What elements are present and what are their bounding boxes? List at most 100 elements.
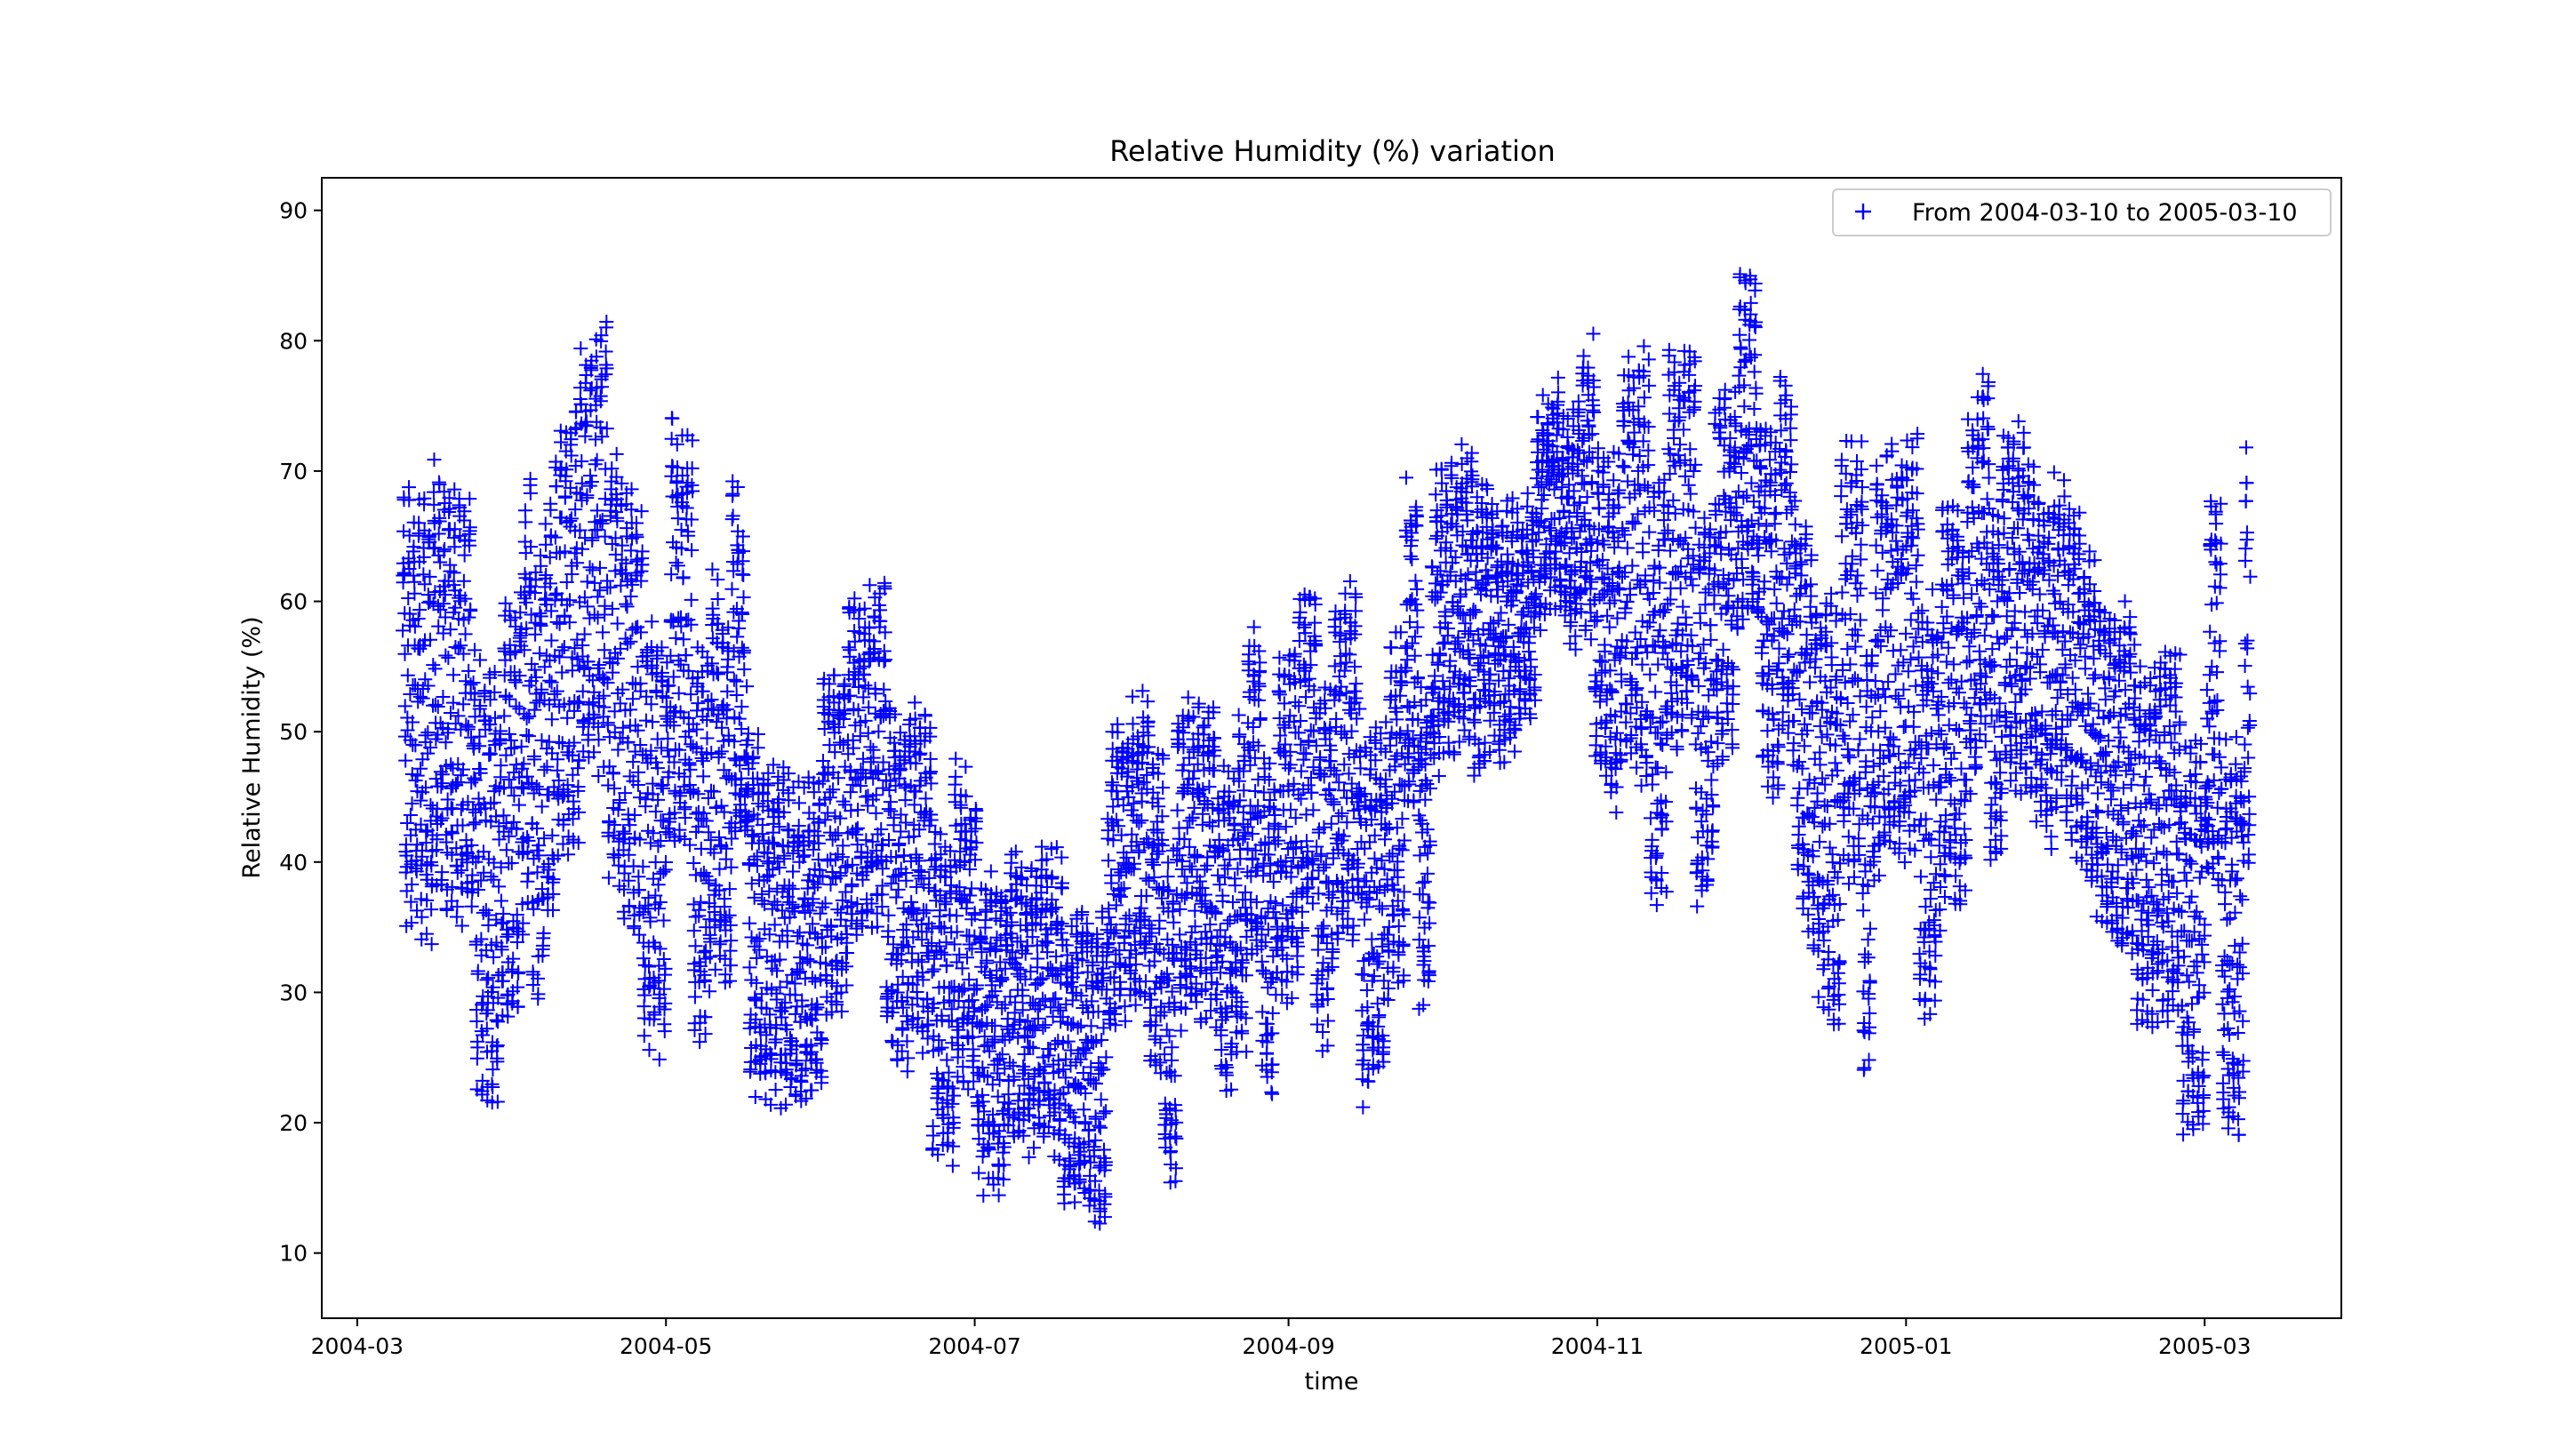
data-point <box>400 723 415 738</box>
data-point <box>404 916 419 931</box>
data-point <box>468 815 484 830</box>
data-point <box>438 735 453 750</box>
data-point <box>476 865 492 880</box>
data-point <box>495 973 510 988</box>
data-point <box>420 678 436 693</box>
data-point <box>457 548 472 563</box>
data-point <box>485 1062 500 1077</box>
data-point <box>484 796 499 812</box>
data-point <box>456 573 471 588</box>
data-point <box>423 797 438 812</box>
data-point <box>443 706 458 721</box>
data-point <box>494 942 509 957</box>
data-point <box>490 1094 505 1109</box>
data-point <box>491 990 506 1005</box>
data-point <box>397 646 412 661</box>
chart-title: Relative Humidity (%) variation <box>1109 134 1556 168</box>
data-point <box>451 708 466 724</box>
data-point <box>465 868 480 883</box>
data-point <box>453 638 468 653</box>
data-point <box>466 675 481 690</box>
data-point <box>481 971 496 986</box>
data-point <box>449 778 464 793</box>
data-point <box>417 577 432 592</box>
data-point <box>471 883 486 898</box>
data-point <box>412 602 428 617</box>
data-point <box>427 452 442 468</box>
data-point <box>436 690 451 705</box>
data-point <box>493 860 508 875</box>
data-point <box>477 684 492 699</box>
data-point <box>403 686 418 701</box>
data-point <box>485 1080 500 1095</box>
data-point <box>463 730 478 745</box>
data-point <box>435 767 450 782</box>
data-point <box>492 724 508 739</box>
data-point <box>420 892 435 908</box>
data-point <box>462 538 477 553</box>
data-point <box>406 540 421 555</box>
data-point <box>492 879 507 894</box>
data-point <box>447 482 462 497</box>
data-point <box>423 740 438 756</box>
data-point <box>424 858 439 873</box>
data-point <box>439 903 454 918</box>
data-point <box>456 697 471 712</box>
data-point <box>479 1021 494 1036</box>
data-point <box>479 972 494 988</box>
data-point <box>424 937 439 952</box>
data-point <box>479 1006 494 1021</box>
data-point <box>397 699 412 714</box>
data-point <box>488 710 503 725</box>
data-point <box>487 664 502 679</box>
data-point <box>418 780 433 796</box>
data-point <box>422 569 437 584</box>
data-point <box>458 627 473 642</box>
data-point <box>437 541 452 556</box>
data-point <box>474 873 489 888</box>
data-point <box>429 832 444 847</box>
data-point <box>490 1038 505 1053</box>
data-point <box>486 949 501 964</box>
data-point <box>422 632 437 647</box>
data-point <box>430 700 445 715</box>
data-point <box>492 832 507 847</box>
data-point <box>486 855 501 870</box>
data-point <box>457 504 472 519</box>
data-point <box>450 899 465 914</box>
data-point <box>400 668 415 683</box>
data-point <box>450 865 465 880</box>
data-point <box>437 588 452 603</box>
data-point <box>428 661 443 676</box>
data-point <box>413 793 428 808</box>
data-point <box>481 908 496 923</box>
data-point <box>493 893 508 908</box>
data-point <box>407 619 422 634</box>
data-point <box>396 623 411 638</box>
data-point <box>432 514 447 529</box>
data-point <box>431 526 446 541</box>
data-point <box>470 964 485 979</box>
data-point <box>443 622 458 637</box>
data-point <box>416 567 431 582</box>
data-point <box>480 1003 495 1018</box>
data-point <box>462 492 477 507</box>
data-point <box>464 837 479 852</box>
data-point <box>401 480 416 495</box>
data-point <box>420 724 436 740</box>
data-point <box>473 765 488 780</box>
data-point <box>404 876 420 892</box>
data-point <box>490 1054 505 1069</box>
data-point <box>413 761 428 776</box>
data-point <box>496 907 511 922</box>
data-point <box>443 564 458 579</box>
data-point <box>433 555 448 570</box>
data-point <box>474 932 489 947</box>
data-point <box>487 684 502 700</box>
data-point <box>428 540 443 556</box>
data-point <box>488 809 503 824</box>
data-point <box>463 604 478 619</box>
data-point <box>438 610 453 625</box>
data-point <box>473 699 488 714</box>
